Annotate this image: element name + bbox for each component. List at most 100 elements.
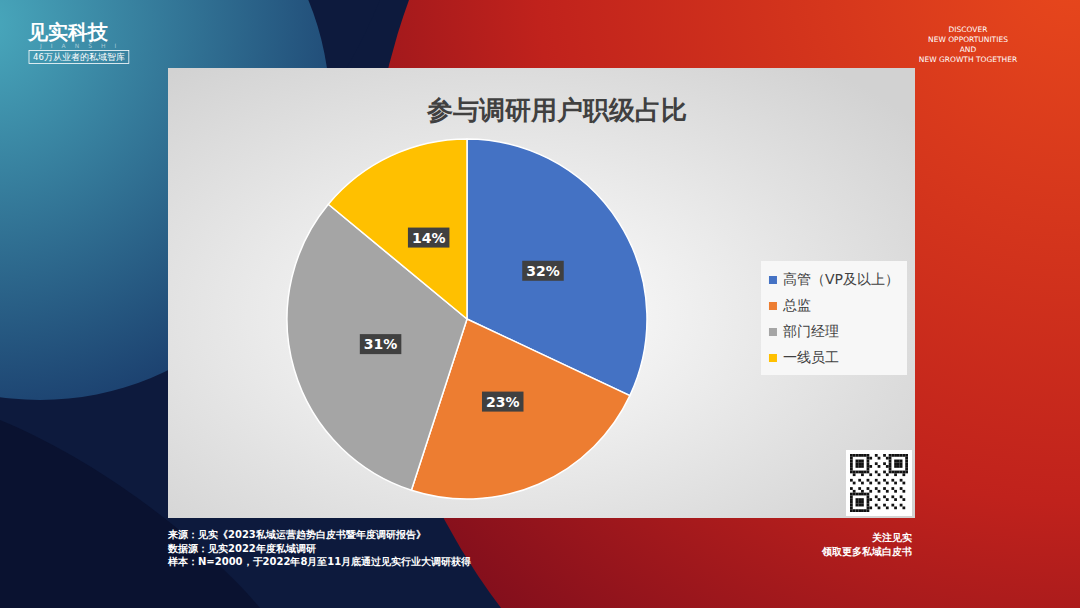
qr-module xyxy=(902,498,905,501)
qr-module xyxy=(883,504,886,507)
qr-module xyxy=(861,498,864,501)
qr-module xyxy=(905,460,908,463)
qr-module xyxy=(900,465,903,468)
qr-module xyxy=(850,462,853,465)
qr-module xyxy=(864,471,867,474)
qr-module xyxy=(878,457,881,460)
chart-panel xyxy=(168,68,915,518)
qr-module xyxy=(900,460,903,463)
qr-module xyxy=(891,504,894,507)
qr-module xyxy=(894,465,897,468)
qr-module xyxy=(889,454,892,457)
qr-module xyxy=(861,454,864,457)
qr-module xyxy=(902,506,905,509)
tagline: DISCOVER xyxy=(949,25,988,34)
qr-module xyxy=(856,454,859,457)
legend-swatch xyxy=(769,302,777,310)
qr-module xyxy=(861,462,864,465)
qr-module xyxy=(867,498,870,501)
qr-module xyxy=(850,493,853,496)
qr-module xyxy=(900,504,903,507)
qr-module xyxy=(891,471,894,474)
qr-module xyxy=(897,465,900,468)
qr-module xyxy=(897,460,900,463)
qr-module xyxy=(902,482,905,485)
qr-module xyxy=(902,471,905,474)
qr-code xyxy=(846,450,912,516)
footer-note: 样本：N=2000，于2022年8月至11月底通过见实行业大调研获得 xyxy=(167,556,471,567)
qr-module xyxy=(864,454,867,457)
qr-module xyxy=(894,506,897,509)
qr-module xyxy=(894,490,897,493)
qr-module xyxy=(894,454,897,457)
qr-module xyxy=(856,498,859,501)
data-label-text: 32% xyxy=(526,263,560,279)
qr-module xyxy=(850,457,853,460)
qr-module xyxy=(897,454,900,457)
qr-module xyxy=(878,473,881,476)
qr-module xyxy=(861,473,864,476)
qr-module xyxy=(867,506,870,509)
tagline: NEW GROWTH TOGETHER xyxy=(919,55,1017,64)
qr-module xyxy=(883,471,886,474)
qr-module xyxy=(867,504,870,507)
qr-module xyxy=(878,498,881,501)
qr-module xyxy=(897,462,900,465)
qr-module xyxy=(869,490,872,493)
qr-module xyxy=(867,493,870,496)
qr-module xyxy=(867,465,870,468)
qr-module xyxy=(894,462,897,465)
qr-module xyxy=(889,468,892,471)
qr-module xyxy=(886,465,889,468)
data-label: 32% xyxy=(522,261,564,281)
data-label: 23% xyxy=(482,392,524,412)
qr-module xyxy=(856,471,859,474)
data-label-box xyxy=(522,261,564,281)
footer-note: 数据源：见实2022年度私域调研 xyxy=(167,543,316,554)
qr-module xyxy=(894,460,897,463)
qr-module xyxy=(850,479,853,482)
qr-module xyxy=(878,490,881,493)
qr-module xyxy=(856,465,859,468)
qr-module xyxy=(891,487,894,490)
qr-module xyxy=(889,465,892,468)
legend-label: 一线员工 xyxy=(783,349,839,365)
qr-module xyxy=(850,506,853,509)
qr-module xyxy=(856,501,859,504)
qr-module xyxy=(853,509,856,512)
chart-title: 参与调研用户职级占比 xyxy=(426,95,687,125)
qr-module xyxy=(905,468,908,471)
qr-module xyxy=(875,479,878,482)
qr-module xyxy=(883,487,886,490)
qr-module xyxy=(850,465,853,468)
brand: 见实科技 xyxy=(27,20,109,44)
qr-module xyxy=(864,509,867,512)
qr-module xyxy=(856,460,859,463)
qr-module xyxy=(869,482,872,485)
legend-items: 高管（VP及以上）总监部门经理一线员工 xyxy=(769,271,899,365)
qr-module xyxy=(902,490,905,493)
qr-module xyxy=(858,454,861,457)
qr-module xyxy=(878,482,881,485)
legend-swatch xyxy=(769,328,777,336)
qr-module xyxy=(886,490,889,493)
qr-module xyxy=(875,495,878,498)
qr-module xyxy=(861,509,864,512)
legend: 高管（VP及以上）总监部门经理一线员工 xyxy=(761,261,907,375)
page: 见实科技JIANSHI46万从业者的私域智库DISCOVERNEW OPPORT… xyxy=(0,0,1080,608)
qr-module xyxy=(875,462,878,465)
slogan: 46万从业者的私域智库 xyxy=(33,52,125,62)
qr-module xyxy=(869,473,872,476)
data-label-box xyxy=(360,334,402,354)
qr-module xyxy=(905,457,908,460)
qr-module xyxy=(858,498,861,501)
qr-module xyxy=(891,495,894,498)
qr-module xyxy=(850,495,853,498)
qr-ground xyxy=(846,450,912,516)
qr-module xyxy=(861,460,864,463)
qr-module xyxy=(889,460,892,463)
legend-box xyxy=(761,261,907,375)
qr-module xyxy=(902,473,905,476)
pie-marks xyxy=(287,139,647,499)
qr-module xyxy=(861,501,864,504)
